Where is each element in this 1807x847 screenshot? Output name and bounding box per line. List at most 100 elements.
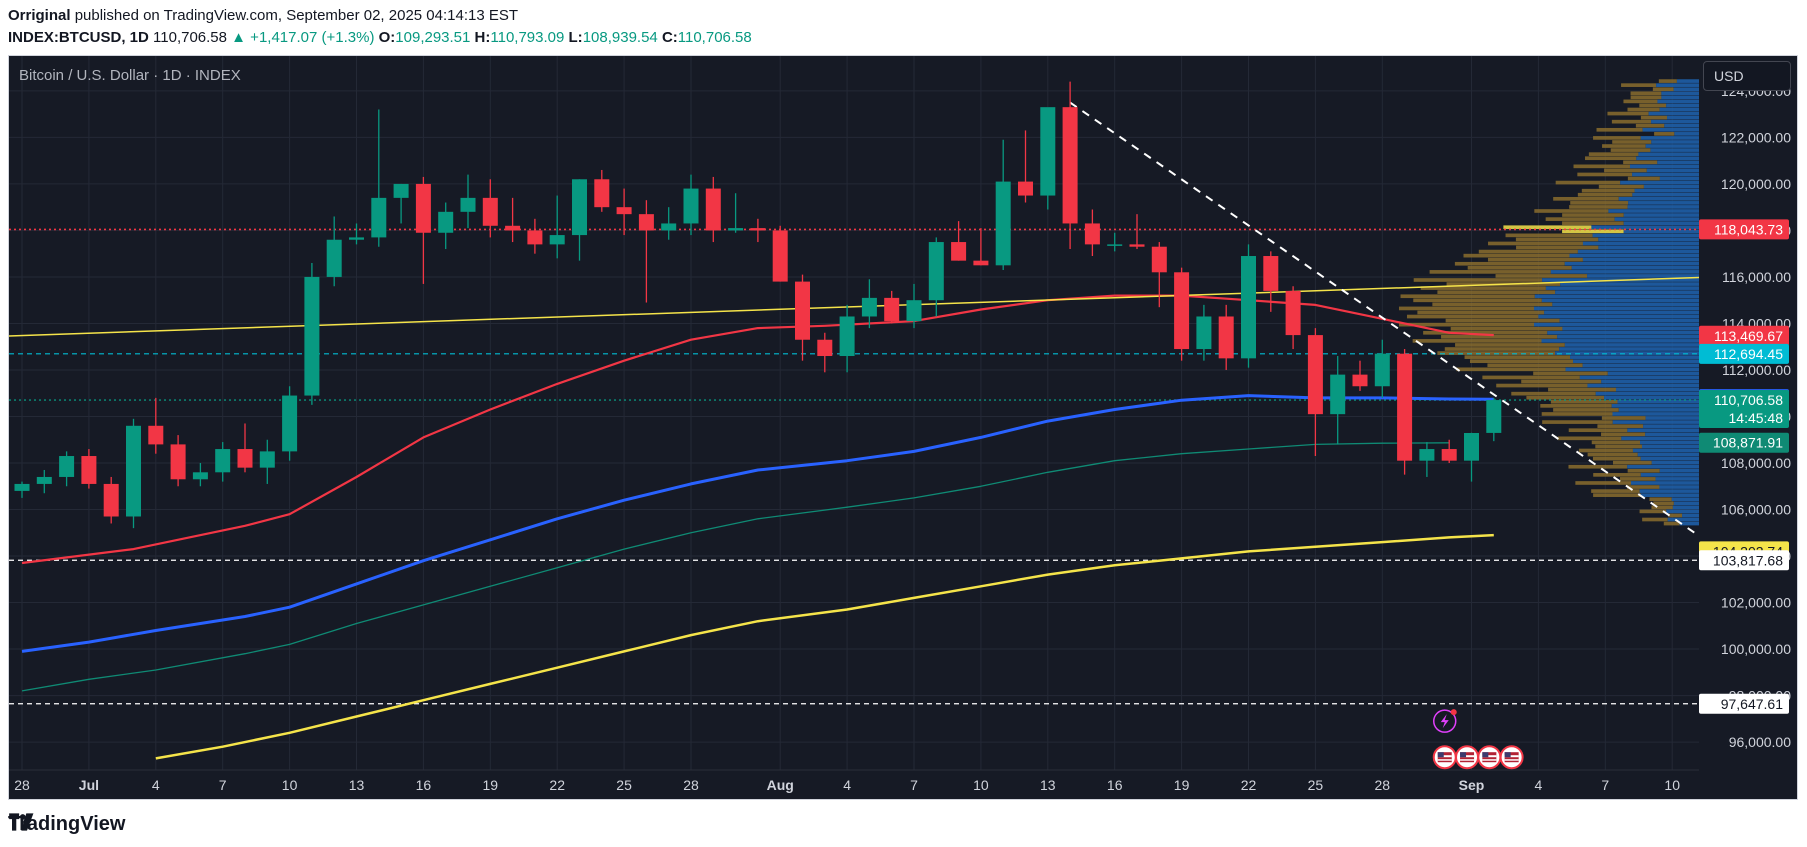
candle <box>349 223 364 245</box>
candle-body <box>304 276 320 396</box>
chart-frame[interactable]: 124,000.00122,000.00120,000.00118,000.00… <box>8 55 1798 800</box>
candle <box>282 386 298 461</box>
candle-body <box>795 281 810 340</box>
volume-profile-bar <box>1656 83 1699 87</box>
volume-profile-bar <box>1627 205 1699 209</box>
candle <box>549 195 565 259</box>
price-label-text: 103,817.68 <box>1713 552 1783 568</box>
author-name[interactable]: Orriginal <box>8 7 71 24</box>
footer-brand[interactable]: TradingView <box>8 812 125 836</box>
publish-line: Orriginal published on TradingView.com, … <box>8 7 518 24</box>
volume-profile-bar <box>1632 172 1699 177</box>
volume-profile-bar <box>1564 343 1699 347</box>
last-price: 110,706.58 <box>153 29 227 46</box>
notification-dot-icon <box>1450 709 1457 716</box>
candle <box>393 183 409 224</box>
volume-profile-bar <box>1612 140 1652 144</box>
volume-profile-bar <box>1667 517 1699 522</box>
volume-profile-bar <box>1582 363 1699 368</box>
volume-profile-bar <box>1488 241 1583 246</box>
lightning-event-icon <box>1432 709 1457 733</box>
volume-profile-bar <box>1429 270 1551 274</box>
candle-body <box>170 444 186 480</box>
volume-profile-bar <box>1645 432 1699 437</box>
volume-profile-bar <box>1550 270 1699 274</box>
time-axis-tick-label: 4 <box>152 777 160 793</box>
candle-body <box>884 297 900 322</box>
volume-profile-bar <box>1632 192 1699 197</box>
candle <box>1040 107 1056 210</box>
volume-profile-bar <box>1505 233 1593 238</box>
time-axis-tick-label: 28 <box>683 777 699 793</box>
time-axis-tick-label: 7 <box>910 777 918 793</box>
flag-icon-stripe <box>1437 755 1452 758</box>
volume-profile-bar <box>1645 144 1699 148</box>
candle <box>192 463 208 487</box>
volume-profile-bar <box>1555 290 1699 295</box>
price-label-text: 97,647.61 <box>1721 696 1783 712</box>
candle <box>1263 251 1279 312</box>
event-markers <box>1432 709 1524 770</box>
volume-profile-bar <box>1639 489 1699 493</box>
volume-profile-bar <box>1503 225 1592 230</box>
volume-profile-bar <box>1623 160 1658 165</box>
candle-body <box>1374 353 1390 387</box>
volume-profile-bar <box>1661 91 1699 96</box>
volume-profile-bar <box>1450 326 1563 331</box>
volume-profile-bar <box>1454 261 1565 266</box>
volume-profile-bar <box>1598 184 1644 189</box>
candle-body <box>616 207 632 215</box>
volume-profile-bar <box>1650 148 1699 152</box>
price-label: 118,043.73 <box>1699 219 1789 240</box>
candle-body <box>1062 107 1078 224</box>
volume-profile-bar <box>1555 180 1621 185</box>
volume-profile-bar <box>1597 424 1644 428</box>
price-axis-tick-label: 116,000.00 <box>1722 269 1791 285</box>
volume-profile-bar <box>1614 217 1699 221</box>
volume-profile-bar <box>1641 444 1699 449</box>
volume-profile-bar <box>1573 164 1630 169</box>
price-label: 113,469.67 <box>1699 325 1789 346</box>
price-chart[interactable]: 124,000.00122,000.00120,000.00118,000.00… <box>9 56 1797 799</box>
candle <box>1486 398 1502 442</box>
close-label: C: <box>661 29 678 46</box>
candle-body <box>1241 256 1256 359</box>
candle <box>59 451 75 487</box>
candle <box>839 304 855 373</box>
volume-profile-bar <box>1610 148 1651 152</box>
candle <box>1307 328 1323 457</box>
volume-profile-bar <box>1595 391 1699 396</box>
us-flag-event-icon <box>1499 745 1524 770</box>
candle <box>304 262 320 405</box>
moving-average-line <box>9 276 1699 337</box>
volume-profile-bar <box>1601 432 1646 437</box>
volume-profile-bar <box>1552 302 1699 307</box>
time-axis-tick-label: 10 <box>973 777 989 793</box>
volume-profile-bar <box>1423 330 1548 335</box>
volume-profile-bar <box>1640 473 1699 477</box>
volume-profile-bar <box>1559 318 1699 323</box>
candle <box>237 423 253 473</box>
volume-profile-bar <box>1534 322 1699 327</box>
currency-button[interactable]: USD <box>1703 61 1791 91</box>
price-axis-tick-label: 112,000.00 <box>1722 362 1791 378</box>
candle-body <box>59 456 75 477</box>
volume-profile-bar <box>1648 111 1699 116</box>
candle-body <box>1464 433 1479 461</box>
candle <box>1464 432 1479 482</box>
candle <box>1330 356 1346 445</box>
tradingview-logo-icon <box>9 813 34 831</box>
volume-profile-bar <box>1573 359 1699 364</box>
volume-profile-bar <box>1601 416 1646 420</box>
price-label-bg <box>1699 219 1789 240</box>
volume-profile-bar <box>1607 111 1649 116</box>
candle <box>683 174 699 236</box>
volume-profile-bar <box>1639 103 1667 108</box>
candle-body <box>594 179 610 208</box>
candle <box>81 449 97 489</box>
volume-profile-bar <box>1635 123 1665 128</box>
volume-profile-bar <box>1676 79 1699 83</box>
candle-body <box>572 179 587 236</box>
price-label-text: 110,706.58 <box>1714 392 1783 408</box>
volume-profile-bar <box>1587 274 1699 278</box>
